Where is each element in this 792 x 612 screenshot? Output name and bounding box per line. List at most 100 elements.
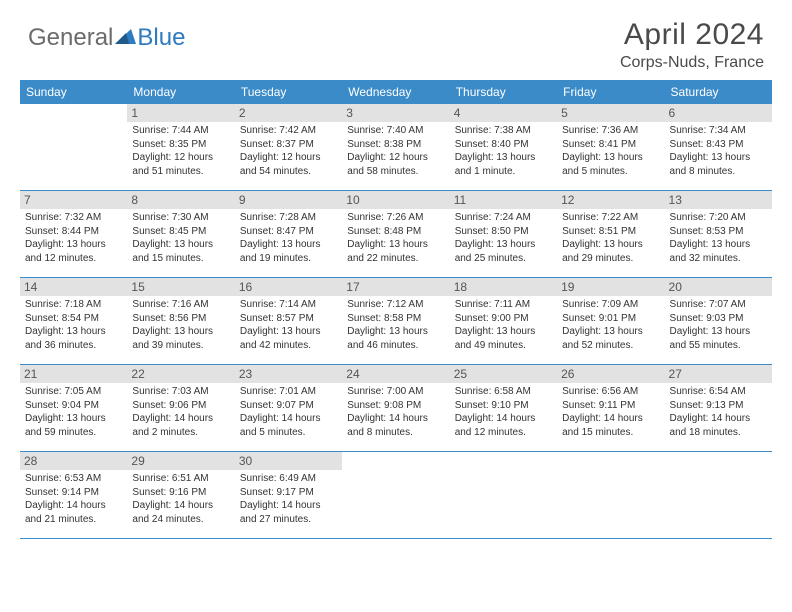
sunset-line: Sunset: 9:00 PM <box>455 312 552 326</box>
daylight1-line: Daylight: 14 hours <box>562 412 659 426</box>
calendar-body: 1Sunrise: 7:44 AMSunset: 8:35 PMDaylight… <box>0 104 792 539</box>
day-cell: 24Sunrise: 7:00 AMSunset: 9:08 PMDayligh… <box>342 365 449 451</box>
day-number: 30 <box>235 452 342 470</box>
day-cell: 19Sunrise: 7:09 AMSunset: 9:01 PMDayligh… <box>557 278 664 364</box>
month-title: April 2024 <box>620 18 764 52</box>
day-cell: 1Sunrise: 7:44 AMSunset: 8:35 PMDaylight… <box>127 104 234 190</box>
daylight1-line: Daylight: 13 hours <box>347 325 444 339</box>
sunrise-line: Sunrise: 7:09 AM <box>562 298 659 312</box>
sunrise-line: Sunrise: 7:42 AM <box>240 124 337 138</box>
sunset-line: Sunset: 8:44 PM <box>25 225 122 239</box>
sunset-line: Sunset: 8:58 PM <box>347 312 444 326</box>
daylight1-line: Daylight: 13 hours <box>25 325 122 339</box>
day-cell: 16Sunrise: 7:14 AMSunset: 8:57 PMDayligh… <box>235 278 342 364</box>
daylight1-line: Daylight: 13 hours <box>132 325 229 339</box>
sunrise-line: Sunrise: 7:38 AM <box>455 124 552 138</box>
day-cell: 27Sunrise: 6:54 AMSunset: 9:13 PMDayligh… <box>665 365 772 451</box>
daylight1-line: Daylight: 12 hours <box>132 151 229 165</box>
sunset-line: Sunset: 9:13 PM <box>670 399 767 413</box>
day-cell: 6Sunrise: 7:34 AMSunset: 8:43 PMDaylight… <box>665 104 772 190</box>
sunset-line: Sunset: 8:53 PM <box>670 225 767 239</box>
daylight1-line: Daylight: 14 hours <box>347 412 444 426</box>
day-number: 16 <box>235 278 342 296</box>
sunset-line: Sunset: 8:43 PM <box>670 138 767 152</box>
daylight2-line: and 29 minutes. <box>562 252 659 266</box>
day-header: Wednesday <box>342 80 449 104</box>
daylight1-line: Daylight: 12 hours <box>240 151 337 165</box>
daylight2-line: and 15 minutes. <box>562 426 659 440</box>
day-cell <box>342 452 449 538</box>
sunset-line: Sunset: 9:04 PM <box>25 399 122 413</box>
daylight1-line: Daylight: 13 hours <box>455 151 552 165</box>
sunset-line: Sunset: 8:41 PM <box>562 138 659 152</box>
sunrise-line: Sunrise: 6:49 AM <box>240 472 337 486</box>
sunset-line: Sunset: 8:37 PM <box>240 138 337 152</box>
daylight1-line: Daylight: 13 hours <box>240 325 337 339</box>
daylight2-line: and 46 minutes. <box>347 339 444 353</box>
daylight2-line: and 19 minutes. <box>240 252 337 266</box>
sunset-line: Sunset: 9:10 PM <box>455 399 552 413</box>
day-number: 28 <box>20 452 127 470</box>
sunrise-line: Sunrise: 7:03 AM <box>132 385 229 399</box>
day-number: 19 <box>557 278 664 296</box>
daylight1-line: Daylight: 12 hours <box>347 151 444 165</box>
daylight2-line: and 21 minutes. <box>25 513 122 527</box>
sunrise-line: Sunrise: 7:05 AM <box>25 385 122 399</box>
day-cell: 25Sunrise: 6:58 AMSunset: 9:10 PMDayligh… <box>450 365 557 451</box>
daylight2-line: and 54 minutes. <box>240 165 337 179</box>
day-number: 27 <box>665 365 772 383</box>
daylight1-line: Daylight: 13 hours <box>25 412 122 426</box>
day-cell: 3Sunrise: 7:40 AMSunset: 8:38 PMDaylight… <box>342 104 449 190</box>
week-row: 28Sunrise: 6:53 AMSunset: 9:14 PMDayligh… <box>20 452 772 539</box>
day-cell: 4 Sunrise: 7:38 AMSunset: 8:40 PMDaylight… <box>450 104 557 190</box>
day-number: 8 <box>127 191 234 209</box>
sunrise-line: Sunrise: 7:40 AM <box>347 124 444 138</box>
sunset-line: Sunset: 8:50 PM <box>455 225 552 239</box>
day-number: 6 <box>665 104 772 122</box>
day-number: 29 <box>127 452 234 470</box>
sunset-line: Sunset: 9:16 PM <box>132 486 229 500</box>
daylight2-line: and 49 minutes. <box>455 339 552 353</box>
day-cell: 7Sunrise: 7:32 AMSunset: 8:44 PMDaylight… <box>20 191 127 277</box>
logo: General Blue <box>28 24 185 52</box>
daylight1-line: Daylight: 14 hours <box>240 412 337 426</box>
sunrise-line: Sunrise: 6:56 AM <box>562 385 659 399</box>
day-number: 14 <box>20 278 127 296</box>
day-number: 4 <box>450 104 557 122</box>
sunset-line: Sunset: 8:40 PM <box>455 138 552 152</box>
sunset-line: Sunset: 8:48 PM <box>347 225 444 239</box>
day-cell: 26Sunrise: 6:56 AMSunset: 9:11 PMDayligh… <box>557 365 664 451</box>
sunrise-line: Sunrise: 7:07 AM <box>670 298 767 312</box>
day-header: Tuesday <box>235 80 342 104</box>
day-number: 11 <box>450 191 557 209</box>
sunrise-line: Sunrise: 6:51 AM <box>132 472 229 486</box>
daylight1-line: Daylight: 13 hours <box>562 151 659 165</box>
sunset-line: Sunset: 9:11 PM <box>562 399 659 413</box>
day-cell: 30Sunrise: 6:49 AMSunset: 9:17 PMDayligh… <box>235 452 342 538</box>
sunset-line: Sunset: 8:51 PM <box>562 225 659 239</box>
daylight2-line: and 8 minutes. <box>670 165 767 179</box>
day-cell <box>20 104 127 190</box>
day-header: Thursday <box>450 80 557 104</box>
day-cell <box>665 452 772 538</box>
day-number: 3 <box>342 104 449 122</box>
sunset-line: Sunset: 8:56 PM <box>132 312 229 326</box>
day-header: Sunday <box>20 80 127 104</box>
day-cell: 23Sunrise: 7:01 AMSunset: 9:07 PMDayligh… <box>235 365 342 451</box>
daylight1-line: Daylight: 14 hours <box>132 412 229 426</box>
sunrise-line: Sunrise: 7:26 AM <box>347 211 444 225</box>
daylight2-line: and 51 minutes. <box>132 165 229 179</box>
week-row: 21Sunrise: 7:05 AMSunset: 9:04 PMDayligh… <box>20 365 772 452</box>
day-cell: 28Sunrise: 6:53 AMSunset: 9:14 PMDayligh… <box>20 452 127 538</box>
day-cell: 8Sunrise: 7:30 AMSunset: 8:45 PMDaylight… <box>127 191 234 277</box>
sunrise-line: Sunrise: 7:00 AM <box>347 385 444 399</box>
daylight1-line: Daylight: 13 hours <box>132 238 229 252</box>
sunrise-line: Sunrise: 7:14 AM <box>240 298 337 312</box>
title-block: April 2024 Corps-Nuds, France <box>620 18 764 72</box>
daylight2-line: and 12 minutes. <box>25 252 122 266</box>
day-cell: 10Sunrise: 7:26 AMSunset: 8:48 PMDayligh… <box>342 191 449 277</box>
daylight1-line: Daylight: 13 hours <box>240 238 337 252</box>
day-cell: 12Sunrise: 7:22 AMSunset: 8:51 PMDayligh… <box>557 191 664 277</box>
daylight2-line: and 27 minutes. <box>240 513 337 527</box>
day-number: 25 <box>450 365 557 383</box>
